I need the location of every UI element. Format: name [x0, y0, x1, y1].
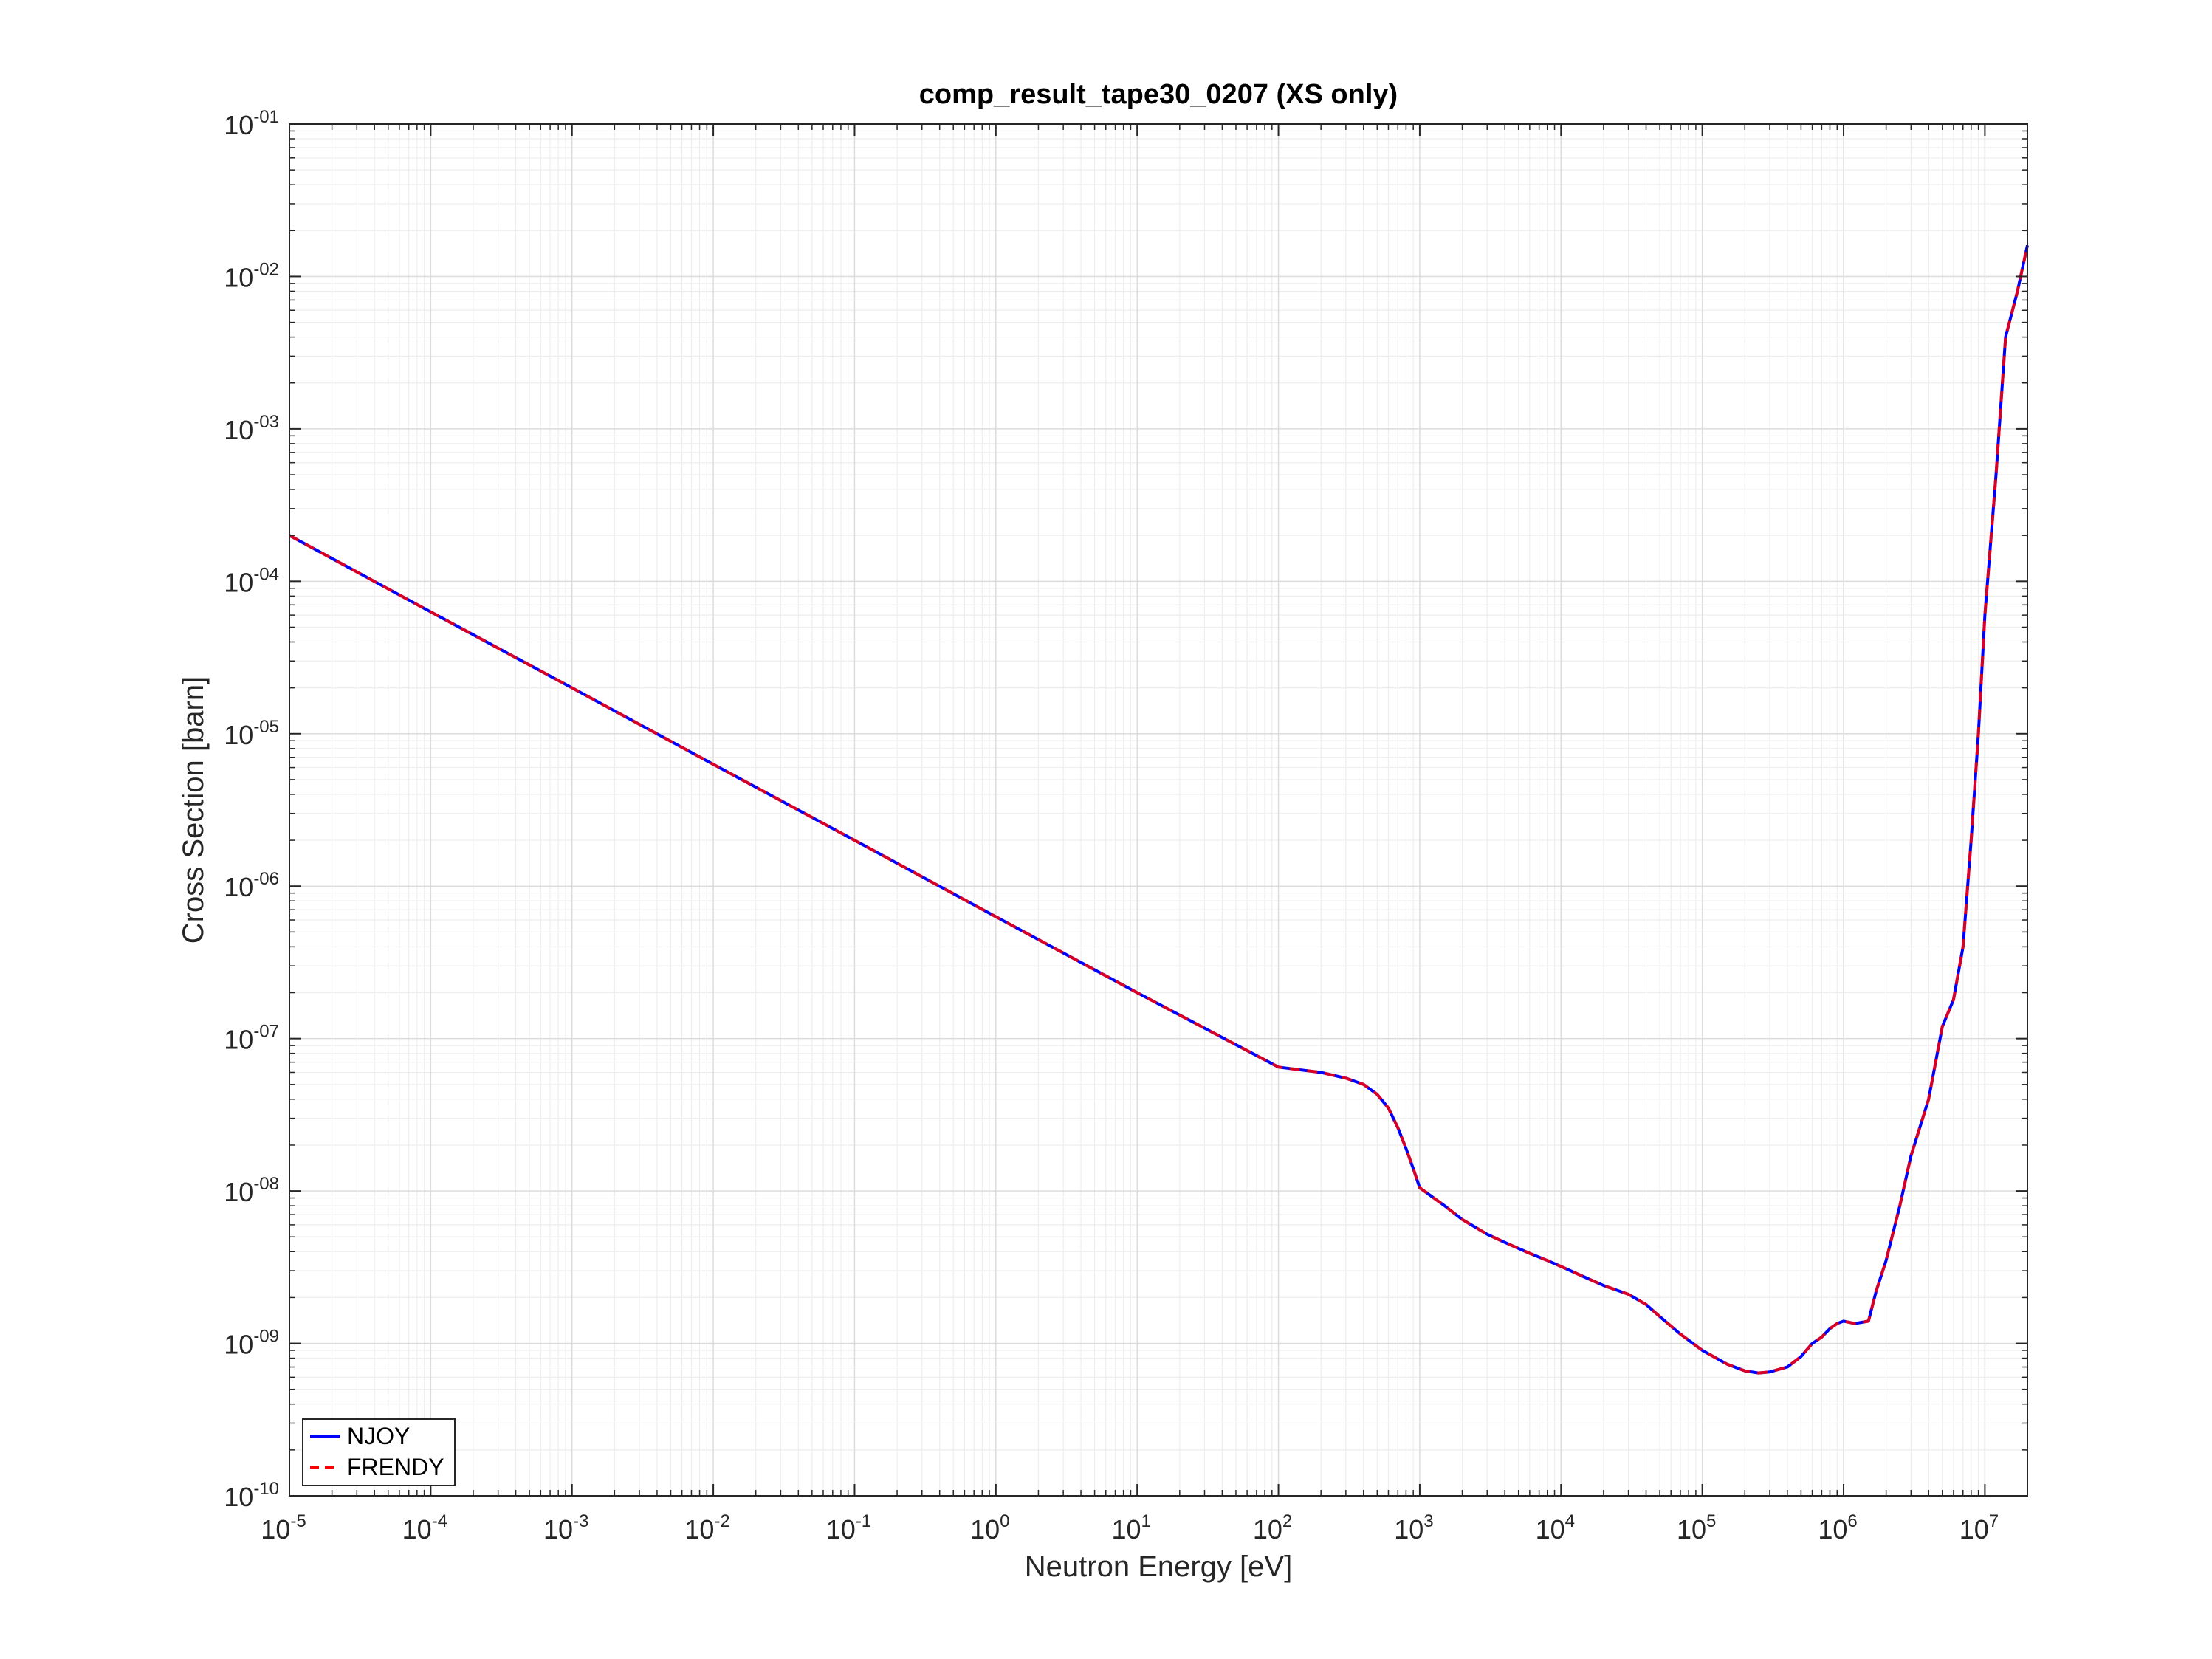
y-tick-label: 10-08	[224, 1174, 279, 1207]
x-tick-label: 10-4	[402, 1511, 447, 1545]
y-tick-label: 10-03	[224, 412, 279, 445]
legend-box	[302, 1418, 456, 1486]
x-tick-label: 107	[1959, 1511, 1999, 1545]
x-tick-label: 106	[1818, 1511, 1857, 1545]
minor-grid	[289, 124, 2027, 1496]
plot-frame	[289, 123, 2028, 1497]
x-axis-label: Neutron Energy [eV]	[1025, 1550, 1292, 1583]
y-tick-label: 10-09	[224, 1327, 279, 1360]
series-layer	[289, 244, 2029, 1375]
y-tick-label: 10-04	[224, 564, 279, 597]
x-tick-label: 104	[1536, 1511, 1575, 1545]
legend-label-njoy: NJOY	[347, 1423, 410, 1449]
y-tick-label: 10-05	[224, 717, 279, 750]
plot-area	[289, 124, 2027, 1496]
x-tick-label: 10-5	[261, 1511, 306, 1545]
legend: NJOY FRENDY	[302, 1418, 456, 1486]
y-axis-label: Cross Section [barn]	[177, 676, 210, 944]
y-tick-labels: 10-10 10-09 10-08 10-07 10-06 10-05 10-04 10-03…	[224, 107, 279, 1512]
x-tick-label: 105	[1677, 1511, 1716, 1545]
y-tick-label: 10-01	[224, 107, 279, 140]
x-tick-label: 10-3	[543, 1511, 588, 1545]
x-tick-label: 101	[1111, 1511, 1150, 1545]
y-tick-label: 10-07	[224, 1022, 279, 1055]
chart-title: comp_result_tape30_0207 (XS only)	[919, 79, 1398, 110]
x-tick-label: 103	[1394, 1511, 1433, 1545]
x-tick-label: 10-1	[826, 1511, 871, 1545]
series-line-frendy	[289, 244, 2029, 1375]
legend-label-frendy: FRENDY	[347, 1454, 444, 1480]
y-tick-label: 10-10	[224, 1479, 279, 1512]
y-tick-label: 10-06	[224, 869, 279, 902]
x-tick-label: 102	[1253, 1511, 1292, 1545]
axis-ticks	[289, 123, 2027, 1497]
x-tick-label: 10-2	[684, 1511, 729, 1545]
x-tick-labels: 10-5 10-4 10-3 10-2 10-1 100 101 102 103 104 105 10…	[261, 1511, 1999, 1545]
x-tick-label: 100	[970, 1511, 1009, 1545]
y-tick-label: 10-02	[224, 259, 279, 292]
